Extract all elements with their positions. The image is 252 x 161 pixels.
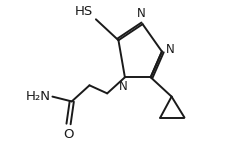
Text: N: N — [165, 43, 174, 56]
Text: HS: HS — [74, 5, 92, 18]
Text: H₂N: H₂N — [26, 90, 51, 103]
Text: N: N — [136, 7, 145, 20]
Text: O: O — [63, 128, 74, 141]
Text: N: N — [118, 80, 127, 93]
